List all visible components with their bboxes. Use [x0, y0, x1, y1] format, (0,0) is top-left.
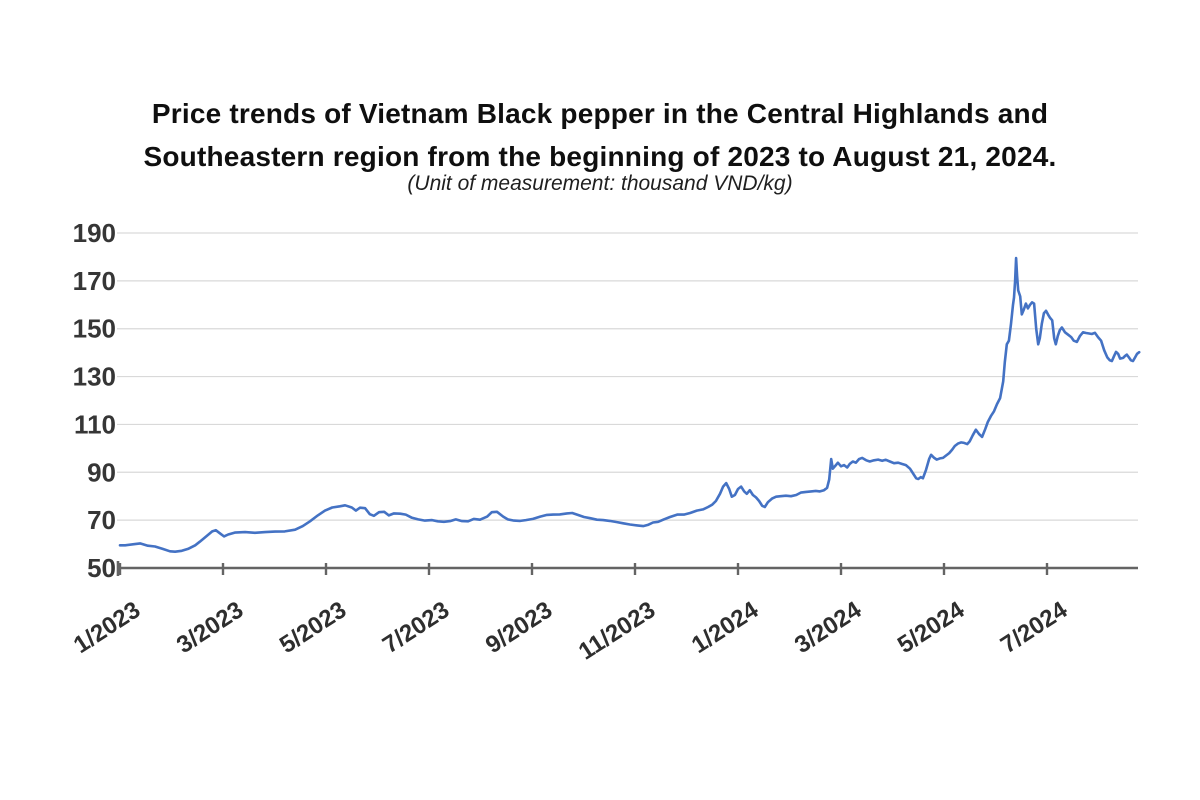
- x-axis: [116, 561, 1138, 576]
- y-tick-label-70: 70: [87, 505, 116, 535]
- chart-subtitle: (Unit of measurement: thousand VND/kg): [407, 172, 793, 195]
- y-tick-label-150: 150: [73, 314, 116, 344]
- series-path: [118, 256, 1141, 553]
- price-line-series: [118, 256, 1141, 553]
- y-tick-label-170: 170: [73, 266, 116, 296]
- x-tick-label-5/2023: 5/2023: [275, 596, 351, 659]
- x-tick-label-3/2023: 3/2023: [172, 596, 248, 659]
- y-tick-label-130: 130: [73, 362, 116, 392]
- gridlines: [117, 232, 1138, 521]
- x-tick-label-7/2024: 7/2024: [996, 596, 1073, 659]
- y-tick-label-90: 90: [87, 457, 116, 487]
- x-tick-label-1/2024: 1/2024: [687, 596, 764, 659]
- x-axis-labels: 1/2023 3/2023 5/2023 7/2023 9/2023 11/2023 1/2…: [69, 596, 1073, 666]
- chart-title-line-1: Price trends of Vietnam Black pepper in …: [151, 98, 1049, 129]
- chart-title: Price trends of Vietnam Black pepper in …: [0, 92, 1200, 178]
- x-tick-label-3/2024: 3/2024: [790, 596, 867, 659]
- chart-title-line-2: Southeastern region from the beginning o…: [143, 141, 1057, 172]
- y-tick-label-50: 50: [87, 553, 116, 583]
- x-tick-label-9/2023: 9/2023: [481, 596, 557, 659]
- y-tick-label-110: 110: [74, 409, 116, 439]
- x-tick-label-5/2024: 5/2024: [893, 596, 970, 659]
- x-tick-label-11/2023: 11/2023: [574, 596, 660, 665]
- x-tick-label-7/2023: 7/2023: [378, 596, 454, 659]
- y-tick-label-190: 190: [73, 218, 116, 248]
- y-axis-labels: 50 70 90 110 130 150 170 190: [73, 218, 116, 583]
- x-tick-label-1/2023: 1/2023: [69, 596, 145, 659]
